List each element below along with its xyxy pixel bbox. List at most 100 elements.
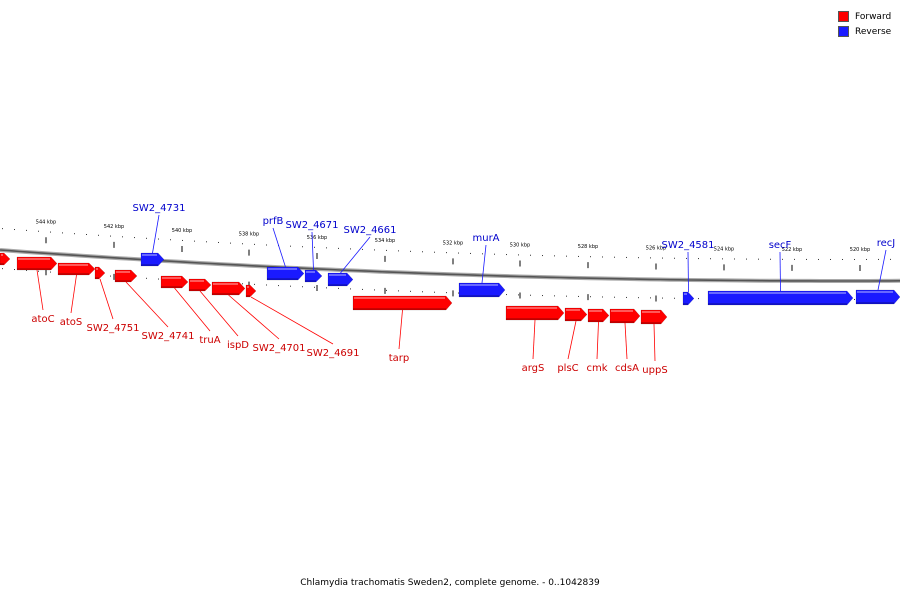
gene-label: cmk: [586, 363, 607, 374]
gene-arrow-forward: [94, 266, 106, 280]
gene-arrow-shade: [328, 284, 347, 286]
gene-arrow-highlight: [611, 310, 633, 312]
gene-label-leader: [199, 290, 239, 337]
gene-label-leader: [779, 251, 781, 292]
inner-tick-dot: [50, 271, 51, 273]
gene-arrow-reverse: [855, 289, 900, 305]
gene-arrow-shade: [565, 319, 581, 321]
inner-tick-dot: [326, 287, 327, 289]
gene-arrow-forward: [564, 307, 588, 322]
gene-label: SW2_4731: [132, 203, 185, 214]
outer-tick-dot: [302, 246, 303, 248]
gene-arrow-highlight: [589, 310, 602, 312]
gene-label: SW2_4701: [252, 343, 305, 354]
inner-tick-dot: [254, 283, 255, 285]
gene-label-leader: [70, 274, 77, 314]
outer-tick-dot: [710, 258, 711, 260]
gene-label-leader: [36, 269, 44, 311]
gene-arrow-shade: [610, 321, 634, 323]
gene-arrow-shade: [459, 295, 499, 297]
gene-label-leader: [398, 309, 403, 350]
outer-tick-dot: [410, 250, 411, 252]
gene-arrow-reverse: [140, 252, 165, 267]
gene-label-leader: [311, 231, 314, 271]
gene-arrow-shade: [17, 268, 51, 270]
gene-arrow-shade: [588, 320, 603, 322]
gene-arrow-shade: [246, 295, 250, 297]
gene-arrow-forward: [211, 281, 246, 296]
gene-arrow-forward: [188, 278, 212, 292]
inner-tick-dot: [458, 292, 459, 294]
outer-tick-dot: [386, 249, 387, 251]
outer-tick-dot: [470, 252, 471, 254]
outer-tick-dot: [98, 234, 99, 236]
outer-tick-dot: [254, 243, 255, 245]
gene-arrow-reverse: [682, 291, 695, 306]
gene-label: tarp: [389, 353, 410, 364]
gene-arrow-forward: [0, 252, 11, 266]
outer-tick-dot: [374, 249, 375, 251]
gene-arrow-highlight: [709, 292, 846, 294]
outer-tick-dot: [650, 257, 651, 259]
inner-tick-dot: [434, 291, 435, 293]
gene-arrow-highlight: [354, 297, 445, 299]
gene-label: truA: [199, 335, 220, 346]
outer-tick-dot: [38, 230, 39, 232]
outer-tick-dot: [230, 242, 231, 244]
inner-tick-dot: [554, 295, 555, 297]
forward-swatch: [838, 11, 849, 22]
gene-label-leader: [340, 236, 371, 274]
gene-arrow-forward: [160, 275, 189, 289]
outer-tick-dot: [134, 237, 135, 239]
gene-label-leader: [174, 287, 211, 332]
outer-tick-dot: [554, 255, 555, 257]
gene-arrow-highlight: [96, 268, 98, 270]
outer-tick-dot: [86, 234, 87, 236]
gene-label: plsC: [557, 363, 578, 374]
inner-tick-dot: [854, 298, 855, 300]
gene-arrow-highlight: [1, 254, 3, 256]
gene-arrow-shade: [95, 277, 99, 279]
gene-label: SW2_4741: [141, 331, 194, 342]
gene-label-leader: [624, 322, 628, 360]
gene-label-leader: [877, 249, 887, 291]
inner-tick-dot: [446, 292, 447, 294]
gene-label-leader: [653, 323, 656, 362]
outer-tick-dot: [122, 236, 123, 238]
gene-arrow-highlight: [329, 274, 346, 276]
gene-arrow-highlight: [684, 293, 687, 295]
gene-arrow-reverse: [707, 290, 854, 306]
scale-label: 532 kbp: [443, 240, 463, 246]
gene-label: SW2_4581: [661, 240, 714, 251]
inner-tick-dot: [278, 285, 279, 287]
gene-arrow-shade: [856, 302, 894, 304]
inner-tick-dot: [290, 285, 291, 287]
inner-tick-dot: [578, 295, 579, 297]
outer-tick-dot: [806, 258, 807, 260]
scale-label: 540 kbp: [172, 228, 192, 234]
outer-tick-dot: [746, 258, 747, 260]
gene-arrow-forward: [505, 305, 565, 321]
scale-label: 522 kbp: [782, 247, 802, 253]
outer-tick-dot: [2, 228, 3, 230]
inner-tick-dot: [410, 290, 411, 292]
gene-arrow-highlight: [306, 271, 315, 273]
outer-tick-dot: [830, 258, 831, 260]
gene-label-leader: [250, 296, 334, 345]
outer-tick-dot: [458, 252, 459, 254]
scale-label: 544 kbp: [36, 219, 56, 225]
outer-tick-dot: [338, 247, 339, 249]
gene-label: atoC: [31, 314, 54, 325]
gene-label: uppS: [642, 365, 667, 376]
legend-label-forward: Forward: [855, 11, 892, 22]
gene-label-leader: [687, 251, 689, 293]
outer-tick-dot: [794, 258, 795, 260]
gene-arrow-highlight: [507, 307, 557, 309]
inner-tick-dot: [374, 289, 375, 291]
inner-tick-dot: [626, 296, 627, 298]
inner-tick-dot: [614, 296, 615, 298]
gene-label-leader: [125, 281, 169, 328]
outer-tick-dot: [602, 256, 603, 258]
scale-label: 530 kbp: [510, 242, 530, 248]
outer-tick-dot: [638, 257, 639, 259]
